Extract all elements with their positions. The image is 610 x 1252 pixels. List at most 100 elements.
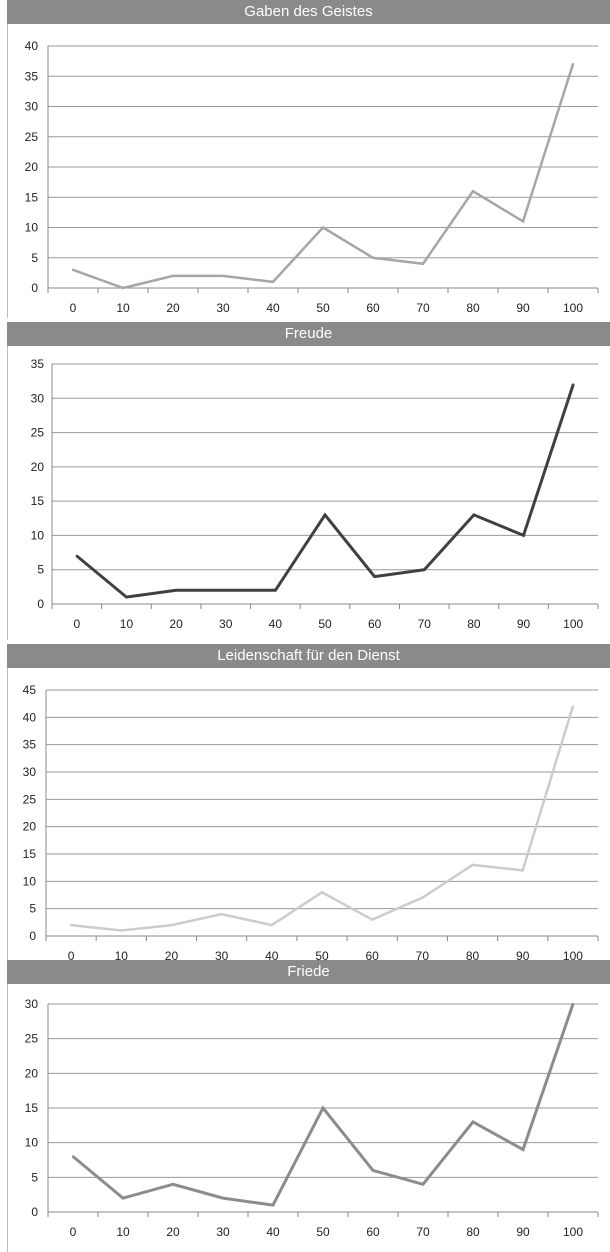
- data-point: [571, 705, 575, 708]
- x-tick-label: 60: [366, 301, 380, 315]
- x-tick-label: 30: [219, 617, 233, 631]
- x-tick-label: 90: [517, 617, 531, 631]
- y-tick-label: 25: [25, 1032, 39, 1046]
- data-point: [274, 589, 277, 592]
- x-tick-label: 30: [215, 949, 229, 962]
- line-chart-gaben: 0 5 10 15 20 25 30 35 40 0 10 20 30 40 50 60 70 80 90 100: [7, 24, 599, 318]
- line-chart-leidenschaft: 0 5 10 15 20 25 30 35 40 45 0 10 20 30 40 50 60 70 80 90 100: [7, 668, 599, 962]
- y-tick-label: 5: [31, 251, 38, 265]
- data-point: [271, 1203, 275, 1207]
- x-tick-label: 70: [416, 949, 430, 962]
- chart-title: Gaben des Geistes: [7, 0, 610, 24]
- y-tick-label: 45: [23, 683, 37, 697]
- x-tick-label: 10: [120, 617, 134, 631]
- y-tick-label: 15: [23, 847, 37, 861]
- data-point: [521, 869, 524, 872]
- data-point: [71, 268, 75, 272]
- y-tick-label: 35: [23, 738, 37, 752]
- data-point: [270, 923, 274, 927]
- y-tick-label: 30: [25, 100, 39, 114]
- data-point: [323, 513, 327, 517]
- chart-panel-leidenschaft: Leidenschaft für den Dienst 0 5 10 15 20 25 30…: [0, 644, 610, 962]
- y-tick-label: 10: [25, 1136, 39, 1150]
- data-point: [69, 923, 73, 927]
- x-tick-label: 80: [466, 1225, 480, 1239]
- data-point: [472, 513, 476, 517]
- series-line: [70, 706, 575, 932]
- data-point: [221, 1196, 225, 1200]
- x-tick-label: 80: [466, 301, 480, 315]
- y-tick-label: 0: [37, 597, 44, 611]
- data-point: [121, 286, 125, 290]
- y-tick-label: 30: [23, 765, 37, 779]
- x-tick-label: 100: [563, 1225, 583, 1239]
- data-point: [220, 912, 223, 916]
- data-point: [521, 220, 525, 223]
- x-tick-label: 100: [563, 617, 583, 631]
- y-tick-label: 10: [23, 874, 37, 888]
- chart-panel-friede: Friede 0 5 10 15 20 25 30 0 10 20 30 40 50 60 70 80 90 10…: [0, 960, 610, 1252]
- data-point: [371, 1169, 375, 1172]
- y-tick-label: 5: [31, 1170, 38, 1184]
- x-tick-label: 60: [366, 1225, 380, 1239]
- data-point: [71, 1155, 75, 1158]
- y-tick-label: 30: [31, 391, 45, 405]
- chart-title: Leidenschaft für den Dienst: [7, 644, 610, 668]
- x-tick-label: 20: [166, 301, 180, 315]
- x-tick-label: 30: [216, 301, 230, 315]
- y-tick-label: 35: [25, 69, 39, 83]
- data-point: [571, 62, 575, 66]
- chart-title: Friede: [7, 960, 610, 984]
- y-tick-label: 40: [23, 710, 37, 724]
- x-tick-label: 80: [466, 949, 480, 962]
- data-point: [125, 595, 128, 599]
- x-tick-label: 30: [216, 1225, 230, 1239]
- series-line: [72, 1003, 575, 1207]
- data-point: [321, 1106, 325, 1110]
- y-tick-label: 20: [25, 160, 39, 174]
- y-tick-label: 15: [25, 1101, 39, 1115]
- series-line: [75, 384, 575, 599]
- chart-panel-freude: Freude 0 5 10 15 20 25 30 35 0 10 20 30 40 50 60 70 80 90…: [0, 322, 610, 640]
- y-tick-label: 35: [31, 357, 45, 371]
- x-tick-label: 10: [115, 949, 129, 962]
- data-point: [171, 1183, 175, 1186]
- data-point: [471, 1120, 475, 1124]
- x-tick-label: 40: [269, 617, 283, 631]
- y-tick-label: 40: [25, 39, 39, 53]
- x-tick-label: 0: [70, 301, 77, 315]
- x-tick-label: 70: [416, 1225, 430, 1239]
- x-tick-label: 10: [116, 301, 130, 315]
- y-tick-label: 10: [31, 528, 45, 542]
- x-tick-label: 90: [516, 301, 530, 315]
- y-tick-label: 0: [29, 929, 36, 943]
- data-point: [170, 923, 173, 927]
- line-chart-freude: 0 5 10 15 20 25 30 35 0 10 20 30 40 50 60 70 80 90 100: [7, 346, 599, 640]
- y-tick-label: 5: [29, 902, 36, 916]
- y-tick-label: 15: [31, 494, 45, 508]
- data-point: [421, 896, 424, 899]
- data-point: [371, 256, 375, 259]
- x-tick-label: 100: [563, 301, 583, 315]
- y-tick-label: 10: [25, 221, 39, 235]
- x-tick-label: 40: [266, 1225, 280, 1239]
- y-tick-label: 0: [31, 1205, 38, 1219]
- x-tick-label: 50: [315, 949, 329, 962]
- x-tick-label: 90: [516, 949, 530, 962]
- x-tick-label: 40: [265, 949, 279, 962]
- x-tick-label: 60: [366, 949, 380, 962]
- data-point: [421, 262, 425, 265]
- x-tick-label: 100: [563, 949, 583, 962]
- data-point: [421, 1183, 425, 1186]
- chart-panel-gaben: Gaben des Geistes 0 5 10 15 20 25 30 35 40 0 10 20 3…: [0, 0, 610, 318]
- y-tick-label: 25: [23, 792, 37, 806]
- data-point: [471, 863, 474, 867]
- x-tick-label: 20: [165, 949, 179, 962]
- data-point: [75, 554, 79, 558]
- x-tick-label: 20: [169, 617, 183, 631]
- y-tick-label: 30: [25, 997, 39, 1011]
- data-point: [120, 929, 123, 932]
- line-chart-friede: 0 5 10 15 20 25 30 0 10 20 30 40 50 60 70 80 90 100: [7, 984, 599, 1252]
- data-point: [271, 280, 275, 284]
- x-tick-label: 60: [368, 617, 382, 631]
